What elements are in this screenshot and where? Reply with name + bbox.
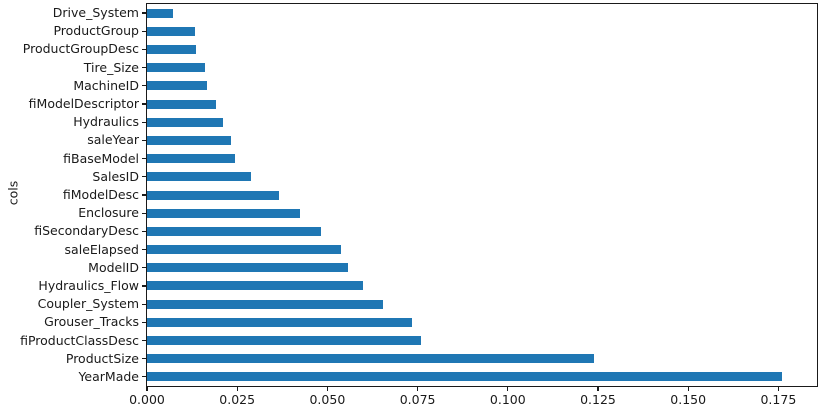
x-tick-mark [687,387,689,391]
plot-area: Drive_System ProductGroup ProductGroupDesc… [20,3,818,407]
x-tick-label-0.175: 0.175 [760,392,797,407]
y-tick-mark [142,376,146,378]
y-tick-mark [142,85,146,87]
x-tick-label-0.150: 0.150 [670,392,707,407]
y-tick-label-Grouser_Tracks: Grouser_Tracks [44,314,139,330]
y-tick-label-ModelID: ModelID [88,259,139,275]
y-tick-label-saleYear: saleYear [87,132,139,148]
y-tick-mark [142,248,146,251]
y-tick-label-ProductSize: ProductSize [65,350,139,366]
y-tick-mark [142,139,146,142]
y-tick-label-fiProductClassDesc: fiProductClassDesc [20,332,139,348]
bar-Coupler_System [147,299,383,309]
y-tick-mark [142,30,146,32]
y-tick-label-Hydraulics: Hydraulics [73,114,139,130]
bar-ProductSize [147,354,595,364]
y-tick-label-Tire_Size: Tire_Size [83,59,139,75]
y-tick-mark [142,12,146,14]
y-axis-label: cols [5,180,21,206]
x-tick-mark [236,387,238,391]
bar-fiBaseModel [147,154,235,164]
bar-Tire_Size [147,63,206,73]
y-tick-label-fiSecondaryDesc: fiSecondaryDesc [34,223,139,239]
x-tick-mark [326,387,328,391]
bar-Grouser_Tracks [147,317,412,327]
y-tick-mark [142,194,146,196]
y-tick-mark [142,321,146,323]
y-tick-label-Drive_System: Drive_System [52,5,139,21]
y-tick-label-fiBaseModel: fiBaseModel [63,150,139,166]
y-tick-mark [142,212,146,214]
y-tick-label-Coupler_System: Coupler_System [37,296,139,312]
bar-fiSecondaryDesc [147,226,321,236]
y-tick-label-YearMade: YearMade [78,368,139,384]
y-tick-mark [142,158,146,160]
y-tick-mark [142,358,146,360]
bar-fiModelDescriptor [147,99,216,109]
bar-Enclosure [147,208,301,218]
y-tick-label-fiModelDesc: fiModelDesc [62,187,139,202]
x-tick-mark [416,387,419,391]
y-tick-label-MachineID: MachineID [73,77,139,93]
bar-ProductGroup [147,26,195,36]
x-tick-label-0.025: 0.025 [219,392,256,407]
y-tick-label-Hydraulics_Flow: Hydraulics_Flow [38,277,139,293]
y-tick-mark [142,230,146,232]
y-tick-mark [142,339,146,342]
x-tick-mark [146,387,148,391]
bar-ProductGroupDesc [147,44,196,54]
bar-SalesID [147,172,252,182]
y-tick-label-fiModelDescriptor: fiModelDescriptor [28,96,139,112]
bar-Hydraulics_Flow [147,281,364,291]
x-tick-mark [507,387,509,391]
bar-fiModelDesc [147,190,280,200]
y-tick-label-ProductGroupDesc: ProductGroupDesc [22,41,139,57]
y-tick-mark [142,176,146,178]
y-tick-label-saleElapsed: saleElapsed [64,241,139,257]
y-tick-mark [142,285,146,287]
bar-Hydraulics [147,117,224,127]
y-tick-label-ProductGroup: ProductGroup [53,23,139,39]
y-tick-mark [142,121,146,123]
x-tick-mark [597,387,599,391]
bar-fiProductClassDesc [147,336,422,346]
bar-saleElapsed [147,245,341,255]
bar-YearMade [147,372,783,382]
bar-MachineID [147,81,207,91]
y-tick-mark [142,48,146,51]
y-tick-mark [142,103,146,105]
bar-Drive_System [147,8,174,18]
y-tick-mark [142,267,146,269]
y-tick-label-SalesID: SalesID [92,168,139,184]
bar-saleYear [147,135,232,145]
x-tick-label-0.075: 0.075 [399,392,436,407]
x-tick-label-0.050: 0.050 [309,392,346,407]
bar-ModelID [147,263,349,273]
y-tick-mark [142,303,146,305]
y-tick-mark [142,67,146,69]
x-tick-label-0.100: 0.100 [489,392,526,407]
x-tick-label-0.125: 0.125 [580,392,616,407]
x-tick-mark [777,387,779,391]
x-tick-label-0.000: 0.000 [129,392,165,407]
y-tick-label-Enclosure: Enclosure [78,205,139,221]
